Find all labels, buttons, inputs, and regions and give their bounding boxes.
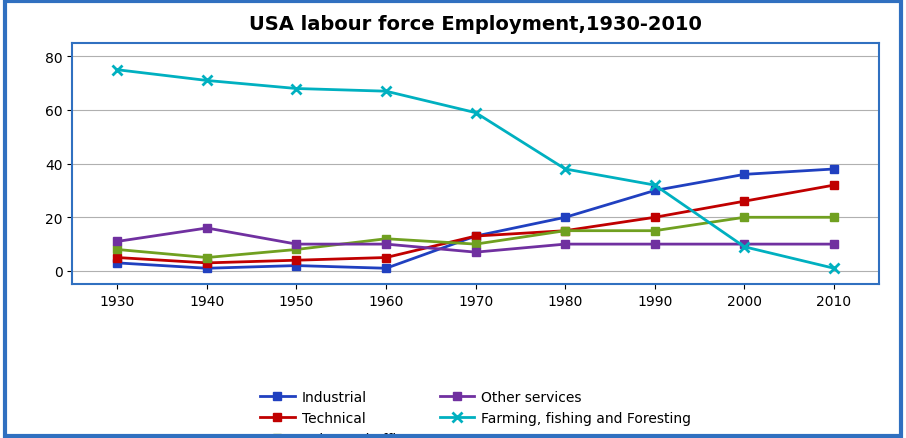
Technical [291, 258, 302, 263]
Farming, fishing and Foresting [829, 266, 840, 271]
Other services [111, 239, 122, 244]
Other services [650, 242, 660, 247]
Industrial [739, 172, 750, 177]
Technical [650, 215, 660, 220]
Farming, fishing and Foresting [291, 87, 302, 92]
Other services [470, 250, 481, 255]
Sales and office [111, 247, 122, 253]
Technical [560, 229, 571, 234]
Industrial [111, 261, 122, 266]
Other services [291, 242, 302, 247]
Legend: Industrial, Technical, Sales and office, Other services, Farming, fishing and Fo: Industrial, Technical, Sales and office,… [255, 385, 697, 438]
Industrial [381, 266, 391, 271]
Sales and office [560, 229, 571, 234]
Line: Other services: Other services [113, 224, 838, 257]
Industrial [291, 263, 302, 268]
Sales and office [201, 255, 212, 261]
Sales and office [829, 215, 840, 220]
Line: Farming, fishing and Foresting: Farming, fishing and Foresting [112, 66, 839, 273]
Industrial [470, 234, 481, 239]
Line: Industrial: Industrial [113, 166, 838, 273]
Technical [381, 255, 391, 261]
Industrial [829, 167, 840, 172]
Industrial [650, 188, 660, 194]
Sales and office [291, 247, 302, 253]
Other services [739, 242, 750, 247]
Farming, fishing and Foresting [739, 244, 750, 250]
Farming, fishing and Foresting [111, 68, 122, 73]
Technical [829, 183, 840, 188]
Technical [111, 255, 122, 261]
Sales and office [650, 229, 660, 234]
Sales and office [470, 242, 481, 247]
Other services [201, 226, 212, 231]
Sales and office [739, 215, 750, 220]
Industrial [201, 266, 212, 271]
Sales and office [381, 237, 391, 242]
Other services [560, 242, 571, 247]
Technical [201, 261, 212, 266]
Other services [829, 242, 840, 247]
Farming, fishing and Foresting [470, 111, 481, 116]
Farming, fishing and Foresting [650, 183, 660, 188]
Industrial [560, 215, 571, 220]
Line: Sales and office: Sales and office [113, 214, 838, 262]
Other services [381, 242, 391, 247]
Farming, fishing and Foresting [381, 89, 391, 95]
Farming, fishing and Foresting [201, 79, 212, 84]
Farming, fishing and Foresting [560, 167, 571, 172]
Technical [470, 234, 481, 239]
Line: Technical: Technical [113, 181, 838, 268]
Title: USA labour force Employment,1930-2010: USA labour force Employment,1930-2010 [249, 15, 702, 34]
Technical [739, 199, 750, 205]
